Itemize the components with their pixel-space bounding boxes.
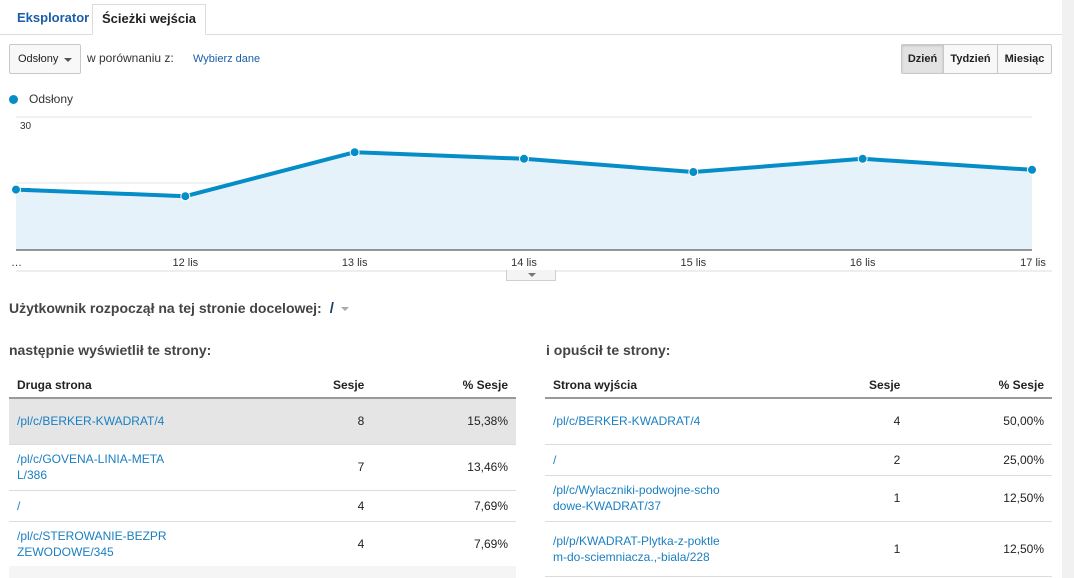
series-area xyxy=(16,152,1032,250)
chart-expand-toggle[interactable] xyxy=(506,270,556,281)
table-row[interactable]: /pl/c/BERKER-KWADRAT/4 4 50,00% xyxy=(545,398,1052,445)
tab-explorer[interactable]: Eksplorator xyxy=(17,10,90,25)
data-point xyxy=(519,153,529,164)
column-header-second-page[interactable]: Druga strona xyxy=(9,373,325,399)
page-link[interactable]: / xyxy=(17,498,21,513)
legend-dot-icon xyxy=(9,95,18,104)
sessions-cell: 4 xyxy=(861,398,909,445)
sessions-cell: 8 xyxy=(325,398,373,445)
chevron-down-icon xyxy=(64,58,72,62)
x-tick-label: 17 lis xyxy=(1020,257,1046,269)
chevron-down-icon[interactable] xyxy=(340,307,349,311)
sessions-pct-cell: 15,38% xyxy=(372,398,516,445)
x-tick-label: 14 lis xyxy=(511,257,537,269)
chevron-down-icon xyxy=(528,273,536,277)
sessions-cell: 1 xyxy=(861,475,909,522)
chart-legend: Odsłony xyxy=(9,92,73,106)
sessions-cell: 4 xyxy=(325,490,373,522)
table-row-partial xyxy=(9,566,516,578)
page-link[interactable]: /pl/c/BERKER-KWADRAT/4 xyxy=(17,414,165,429)
x-tick-label: 13 lis xyxy=(342,257,368,269)
x-tick-label: 16 lis xyxy=(850,257,876,269)
x-tick-label: 15 lis xyxy=(680,257,706,269)
table-row[interactable]: /pl/c/BERKER-KWADRAT/4 8 15,38% xyxy=(9,398,516,445)
sessions-pct-cell: 7,69% xyxy=(372,521,516,568)
landing-page-row: Użytkownik rozpoczął na tej stronie doce… xyxy=(9,300,349,317)
data-point xyxy=(688,167,699,177)
column-header-sessions[interactable]: Sesje xyxy=(325,373,373,399)
sessions-pct-cell: 50,00% xyxy=(908,398,1052,445)
metric-dropdown[interactable]: Odsłony xyxy=(9,44,81,74)
data-point xyxy=(857,153,868,164)
period-month-button[interactable]: Miesiąc xyxy=(997,44,1052,74)
sessions-cell: 4 xyxy=(325,521,373,568)
sessions-cell: 2 xyxy=(861,444,909,476)
sessions-pct-cell: 7,69% xyxy=(372,490,516,522)
page-link[interactable]: /pl/c/GOVENA-LINIA-METAL/386 xyxy=(17,452,165,482)
landing-label: Użytkownik rozpoczął na tej stronie doce… xyxy=(9,300,322,316)
exit-pages-title: i opuścił te strony: xyxy=(546,342,671,358)
legend-label: Odsłony xyxy=(29,92,74,106)
data-point xyxy=(180,191,191,202)
column-header-sessions[interactable]: Sesje xyxy=(861,373,909,399)
sessions-pct-cell: 12,50% xyxy=(908,475,1052,522)
sessions-cell: 7 xyxy=(325,444,373,491)
sessions-cell: 1 xyxy=(861,521,909,577)
table-row[interactable]: / 4 7,69% xyxy=(9,490,516,522)
data-point xyxy=(11,184,21,195)
data-point xyxy=(1027,164,1037,175)
metric-dropdown-value: Odsłony xyxy=(18,53,59,65)
sessions-pct-cell: 25,00% xyxy=(908,444,1052,476)
tab-bar: Eksplorator Ścieżki wejścia xyxy=(0,0,1062,35)
table-row[interactable]: /pl/c/Wylaczniki-podwojne-schodowe-KWADR… xyxy=(545,475,1052,522)
y-tick-label: 30 xyxy=(20,121,32,132)
column-header-sessions-pct[interactable]: % Sesje xyxy=(908,373,1052,399)
page-link[interactable]: /pl/c/Wylaczniki-podwojne-schodowe-KWADR… xyxy=(553,483,720,513)
page-link[interactable]: /pl/p/KWADRAT-Plytka-z-poktlem-do-sciemn… xyxy=(553,533,720,564)
tab-entrance-paths[interactable]: Ścieżki wejścia xyxy=(92,4,206,35)
x-tick-label: … xyxy=(11,257,22,269)
table-row[interactable]: /pl/c/STEROWANIE-BEZPRZEWODOWE/345 4 7,6… xyxy=(9,521,516,568)
next-pages-table: Druga strona Sesje % Sesje /pl/c/BERKER-… xyxy=(9,373,516,568)
landing-page-value[interactable]: / xyxy=(329,300,334,317)
period-week-button[interactable]: Tydzień xyxy=(943,44,998,74)
page-link[interactable]: /pl/c/STEROWANIE-BEZPRZEWODOWE/345 xyxy=(17,529,167,559)
select-data-link[interactable]: Wybierz dane xyxy=(193,53,261,65)
sessions-pct-cell: 13,46% xyxy=(372,444,516,491)
x-tick-label: 12 lis xyxy=(172,257,198,269)
compare-label: w porównaniu z: xyxy=(87,51,174,65)
data-point xyxy=(349,147,360,158)
page-link[interactable]: / xyxy=(553,452,557,467)
column-header-exit-page[interactable]: Strona wyjścia xyxy=(545,373,861,399)
next-pages-title: następnie wyświetlił te strony: xyxy=(9,342,212,358)
page-link[interactable]: /pl/c/BERKER-KWADRAT/4 xyxy=(553,414,701,429)
table-row[interactable]: /pl/p/KWADRAT-Plytka-z-poktlem-do-sciemn… xyxy=(545,521,1052,577)
sessions-pct-cell: 12,50% xyxy=(908,521,1052,577)
page-scrollbar[interactable] xyxy=(1062,0,1074,578)
period-day-button[interactable]: Dzień xyxy=(901,44,944,74)
table-row[interactable]: /pl/c/GOVENA-LINIA-METAL/386 7 13,46% xyxy=(9,444,516,491)
column-header-sessions-pct[interactable]: % Sesje xyxy=(372,373,516,399)
table-row[interactable]: / 2 25,00% xyxy=(545,444,1052,476)
exit-pages-table: Strona wyjścia Sesje % Sesje /pl/c/BERKE… xyxy=(545,373,1052,577)
